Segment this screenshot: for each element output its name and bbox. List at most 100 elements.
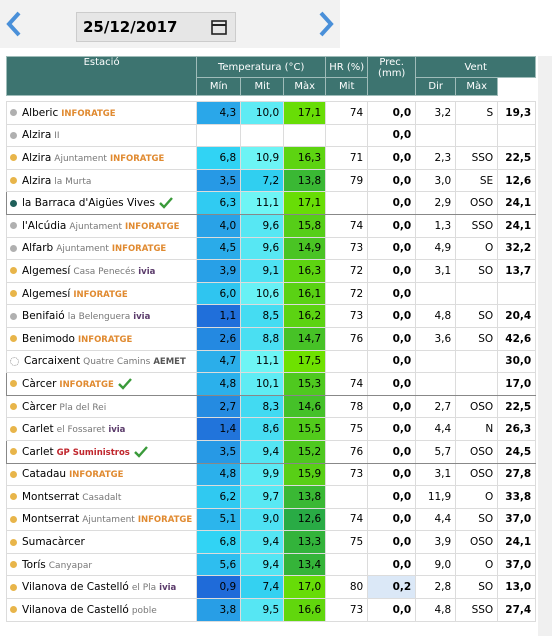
value-cell: OSO <box>455 439 499 464</box>
station-row: Alzira II 0,0 <box>5 123 537 148</box>
value-cell: 0,9 <box>196 575 242 600</box>
status-dot <box>10 403 17 411</box>
value-cell: 13,8 <box>283 168 327 193</box>
station-row: Catadau INFORATGE 4,8 9,9 15,9 73 0,0 3,1 OSO 27,… <box>5 462 537 487</box>
network-tag: ivia <box>108 425 126 436</box>
value-cell <box>415 349 457 374</box>
value-cell: 2,8 <box>415 575 457 600</box>
sub-header: Màx <box>455 77 499 96</box>
value-cell: 2,3 <box>415 146 457 170</box>
value-cell: 9,6 <box>240 236 285 261</box>
value-cell: 3,2 <box>415 101 457 125</box>
value-cell: 3,1 <box>415 462 457 487</box>
value-cell: 11,1 <box>240 191 285 215</box>
header-station: Estació <box>5 56 198 96</box>
station-name: Alzira <box>22 151 52 164</box>
station-cell: Algemesí INFORATGE <box>5 281 198 306</box>
sub-header: Mín <box>196 77 242 96</box>
value-cell: 4,9 <box>415 236 457 261</box>
network-tag: AEMET <box>153 357 186 368</box>
value-cell: 0,0 <box>367 530 417 554</box>
next-day[interactable] <box>316 10 336 38</box>
status-dot <box>10 448 17 456</box>
value-cell: SO <box>455 575 499 600</box>
status-dot <box>10 290 17 298</box>
status-dot <box>10 335 17 343</box>
station-cell: Vilanova de Castelló poble <box>5 598 198 622</box>
value-cell: 1,4 <box>196 417 242 441</box>
station-name: Càrcer <box>22 400 57 413</box>
value-cell <box>325 485 369 509</box>
station-row: Torís Canyapar 5,6 9,4 13,4 0,0 9,0 O 37,0 <box>5 552 537 577</box>
station-row: Alzira la Murta 3,5 7,2 13,8 79 0,0 3,0 SE 12,6 <box>5 168 537 193</box>
value-cell: 74 <box>325 372 369 396</box>
value-cell: 0,0 <box>367 236 417 261</box>
value-cell: 6,8 <box>196 146 242 170</box>
value-cell: 19,3 <box>497 101 537 125</box>
calendar-icon[interactable] <box>211 19 227 35</box>
station-row: Montserrat Ajuntament INFORATGE 5,1 9,0 12,6 7… <box>5 507 537 532</box>
value-cell: 0,0 <box>367 439 417 464</box>
network-tag: INFORATGE <box>125 221 180 232</box>
value-cell: 0,0 <box>367 123 417 148</box>
station-place: Ajuntament <box>54 153 107 164</box>
network-tag: INFORATGE <box>61 108 116 119</box>
value-cell: 9,7 <box>240 485 285 509</box>
value-cell: SO <box>455 304 499 328</box>
value-cell: 8,6 <box>240 417 285 441</box>
value-cell: 13,7 <box>497 259 537 283</box>
station-place: Ajuntament <box>82 515 135 526</box>
value-cell: 4,5 <box>196 236 242 261</box>
value-cell: 4,4 <box>415 417 457 441</box>
value-cell: 75 <box>325 530 369 554</box>
value-cell: 0,0 <box>367 281 417 306</box>
value-cell: 80 <box>325 575 369 600</box>
sub-header: Mit <box>325 77 369 96</box>
value-cell: 4,8 <box>196 372 242 396</box>
value-cell: 0,0 <box>367 552 417 577</box>
station-place: la Belenguera <box>67 312 131 323</box>
station-cell: la Barraca d'Aigües Vives <box>5 191 198 215</box>
value-cell <box>497 281 537 306</box>
station-cell: Algemesí Casa Penecés ivia <box>5 259 198 283</box>
status-dot <box>10 154 17 162</box>
network-tag: INFORATGE <box>137 515 193 526</box>
value-cell: 10,6 <box>240 281 285 306</box>
station-name: Torís <box>22 558 46 571</box>
value-cell <box>325 123 369 148</box>
value-cell: 16,6 <box>283 598 327 622</box>
status-dot <box>10 380 17 388</box>
value-cell: 9,0 <box>415 552 457 577</box>
station-cell: Sumacàrcer <box>5 530 198 554</box>
value-cell: 9,4 <box>240 439 285 464</box>
value-cell: 8,8 <box>240 326 285 351</box>
sub-header: Màx <box>283 77 327 96</box>
station-name: Montserrat <box>22 490 80 503</box>
prev-day[interactable] <box>4 10 24 38</box>
value-cell: 4,7 <box>196 349 242 374</box>
station-row: Algemesí Casa Penecés ivia 3,9 9,1 16,3 72 0,0 3… <box>5 259 537 283</box>
date-bar: 25/12/2017 <box>0 0 340 48</box>
value-cell: 72 <box>325 281 369 306</box>
scrollbar[interactable] <box>538 56 552 636</box>
value-cell: 16,3 <box>283 259 327 283</box>
station-name: Benifaió <box>22 310 65 323</box>
value-cell: 1,3 <box>415 213 457 238</box>
value-cell: 74 <box>325 101 369 125</box>
date-text: 25/12/2017 <box>83 18 178 36</box>
station-cell: Càrcer Pla del Rei <box>5 394 198 419</box>
network-tag: ivia <box>133 312 151 323</box>
station-name: Algemesí <box>22 287 71 300</box>
value-cell: 6,0 <box>196 281 242 306</box>
value-cell: SO <box>455 326 499 351</box>
value-cell: OSO <box>455 462 499 487</box>
value-cell: 0,0 <box>367 259 417 283</box>
network-tag: ivia <box>159 583 177 594</box>
value-cell: 14,7 <box>283 326 327 351</box>
station-row: Alfarb Ajuntament INFORATGE 4,5 9,6 14,9 73 0,0… <box>5 236 537 261</box>
date-input[interactable]: 25/12/2017 <box>76 12 236 42</box>
value-cell: SO <box>455 259 499 283</box>
station-name: Alzira <box>22 174 52 187</box>
value-cell: 4,8 <box>415 304 457 328</box>
value-cell: 74 <box>325 507 369 532</box>
